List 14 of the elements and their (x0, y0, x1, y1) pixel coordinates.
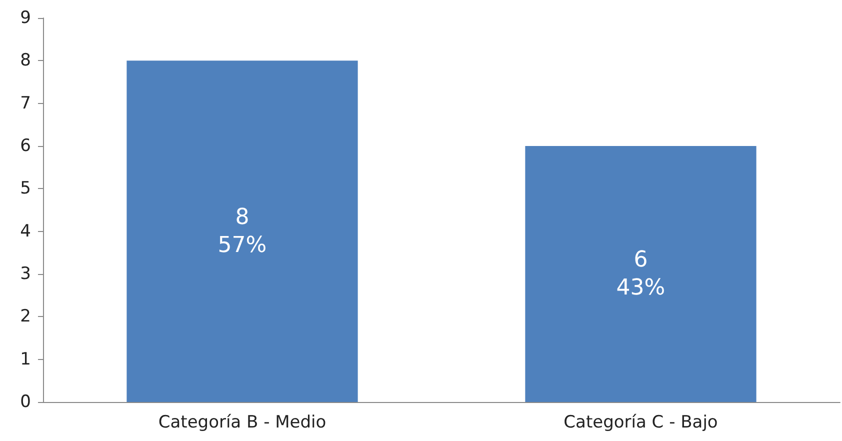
y-tick-label: 4 (20, 221, 31, 242)
data-label: 8 57% (218, 204, 267, 258)
y-tick-label: 2 (20, 306, 31, 327)
y-tick-label: 7 (20, 93, 31, 114)
y-tick-label: 1 (20, 349, 31, 370)
x-tick-label: Categoría B - Medio (158, 412, 326, 432)
y-tick-label: 0 (20, 392, 31, 412)
data-label: 6 43% (616, 248, 666, 300)
y-tick-label: 9 (20, 8, 31, 28)
y-tick-label: 5 (20, 178, 31, 199)
y-tick-label: 6 (20, 136, 31, 156)
y-tick-label: 3 (20, 264, 31, 284)
y-tick-label: 8 (20, 50, 31, 71)
x-tick-label: Categoría C - Bajo (564, 412, 718, 432)
